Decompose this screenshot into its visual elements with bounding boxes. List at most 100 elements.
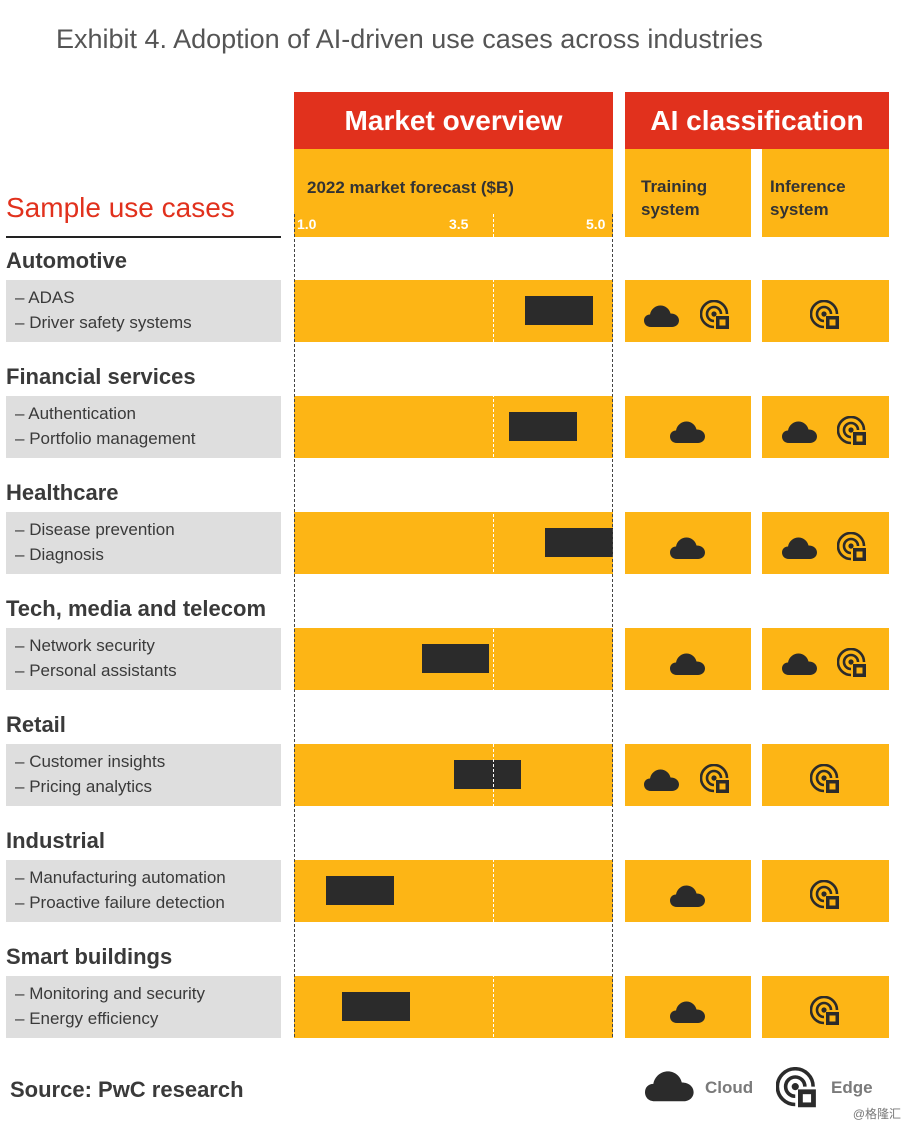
cloud-icon <box>781 536 818 560</box>
training-cell <box>625 744 751 806</box>
edge-icon <box>809 996 842 1026</box>
use-case-item: – Diagnosis <box>15 545 104 565</box>
bullet-dash: – <box>15 984 30 1003</box>
use-case-box: – Authentication – Portfolio management <box>6 396 281 458</box>
training-cell <box>625 976 751 1038</box>
use-case-box: – ADAS – Driver safety systems <box>6 280 281 342</box>
edge-icon <box>837 416 869 446</box>
legend-edge-label: Edge <box>831 1078 873 1097</box>
cloud-icon <box>670 652 706 676</box>
use-case-text: Network security <box>29 636 155 655</box>
use-case-item: – Energy efficiency <box>15 1009 158 1029</box>
legend-edge-icon <box>776 1067 820 1109</box>
use-case-text: Diagnosis <box>29 545 104 564</box>
use-case-text: Customer insights <box>29 752 166 771</box>
inference-cell <box>762 512 889 574</box>
edge-icon <box>809 300 842 330</box>
use-case-box: – Monitoring and security – Energy effici… <box>6 976 281 1038</box>
inference-header-panel <box>762 149 889 237</box>
bullet-dash: – <box>15 288 29 307</box>
use-case-text: Portfolio management <box>29 429 196 448</box>
inference-system-label: Inference system <box>770 177 846 219</box>
use-case-text: Personal assistants <box>29 661 177 680</box>
bullet-dash: – <box>15 404 29 423</box>
cloud-icon <box>670 420 706 444</box>
left-header-rule <box>6 236 281 238</box>
use-case-item: – Proactive failure detection <box>15 893 225 913</box>
edge-icon <box>809 880 842 910</box>
forecast-bar <box>545 528 613 557</box>
inference-cell <box>762 976 889 1038</box>
source-note: Source: PwC research <box>10 1077 244 1102</box>
training-header-panel <box>625 149 751 237</box>
inference-cell <box>762 396 889 458</box>
forecast-header-panel <box>294 149 613 237</box>
bullet-dash: – <box>15 313 30 332</box>
use-case-item: – Monitoring and security <box>15 984 205 1004</box>
forecast-bar <box>421 644 490 673</box>
axis-line-mid <box>493 214 495 1037</box>
forecast-bar <box>325 876 394 905</box>
use-case-box: – Manufacturing automation – Proactive fa… <box>6 860 281 922</box>
edge-icon <box>699 300 732 330</box>
use-case-item: – Network security <box>15 636 155 656</box>
inference-cell <box>762 280 889 342</box>
use-case-text: Driver safety systems <box>29 313 192 332</box>
forecast-bar <box>509 412 578 441</box>
use-case-item: – Authentication <box>15 404 136 424</box>
chart-title: Exhibit 4. Adoption of AI-driven use cas… <box>56 24 763 54</box>
industry-label: Retail <box>6 712 66 737</box>
use-case-item: – Manufacturing automation <box>15 868 226 888</box>
watermark: @格隆汇 <box>852 1107 901 1121</box>
forecast-label: 2022 market forecast ($B) <box>307 178 514 197</box>
industry-label: Industrial <box>6 828 106 853</box>
use-case-text: Authentication <box>28 404 136 423</box>
use-case-item: – Pricing analytics <box>15 777 152 797</box>
inference-cell <box>762 744 889 806</box>
training-cell <box>625 628 751 690</box>
tick-label: 1.0 <box>297 216 317 232</box>
use-case-text: Manufacturing automation <box>29 868 226 887</box>
use-case-text: Energy efficiency <box>29 1009 159 1028</box>
use-case-item: – Personal assistants <box>15 661 177 681</box>
use-case-box: – Disease prevention – Diagnosis <box>6 512 281 574</box>
axis-line-min <box>294 214 295 1037</box>
industry-label: Smart buildings <box>6 944 173 969</box>
use-case-text: Disease prevention <box>29 520 175 539</box>
ai-classification-header: AI classification <box>625 92 889 149</box>
inference-cell <box>762 860 889 922</box>
forecast-bar <box>453 760 522 789</box>
cloud-icon <box>781 652 818 676</box>
bullet-dash: – <box>15 1009 30 1028</box>
industry-label: Tech, media and telecom <box>6 596 267 621</box>
use-case-item: – Driver safety systems <box>15 313 192 333</box>
cloud-icon <box>670 1000 706 1024</box>
training-cell <box>625 396 751 458</box>
training-cell <box>625 860 751 922</box>
industry-label: Healthcare <box>6 480 119 505</box>
sample-use-cases-title: Sample use cases <box>6 192 235 223</box>
bullet-dash: – <box>15 429 30 448</box>
axis-line-max <box>612 214 613 1037</box>
legend-cloud-icon <box>645 1069 695 1103</box>
use-case-item: – Customer insights <box>15 752 165 772</box>
use-case-item: – Disease prevention <box>15 520 175 540</box>
use-case-box: – Network security – Personal assistants <box>6 628 281 690</box>
bullet-dash: – <box>15 893 30 912</box>
industry-label: Financial services <box>6 364 196 389</box>
use-case-box: – Customer insights – Pricing analytics <box>6 744 281 806</box>
forecast-bar <box>525 296 594 325</box>
bullet-dash: – <box>15 520 30 539</box>
tick-label: 3.5 <box>449 216 469 232</box>
inference-cell <box>762 628 889 690</box>
bullet-dash: – <box>15 636 30 655</box>
use-case-text: Monitoring and security <box>29 984 205 1003</box>
use-case-item: – ADAS <box>15 288 75 308</box>
bullet-dash: – <box>15 868 30 887</box>
use-case-text: Pricing analytics <box>29 777 153 796</box>
training-cell <box>625 280 751 342</box>
training-system-label: Training system <box>641 177 708 219</box>
tick-label: 5.0 <box>586 216 606 232</box>
bullet-dash: – <box>15 752 30 771</box>
use-case-text: ADAS <box>28 288 75 307</box>
